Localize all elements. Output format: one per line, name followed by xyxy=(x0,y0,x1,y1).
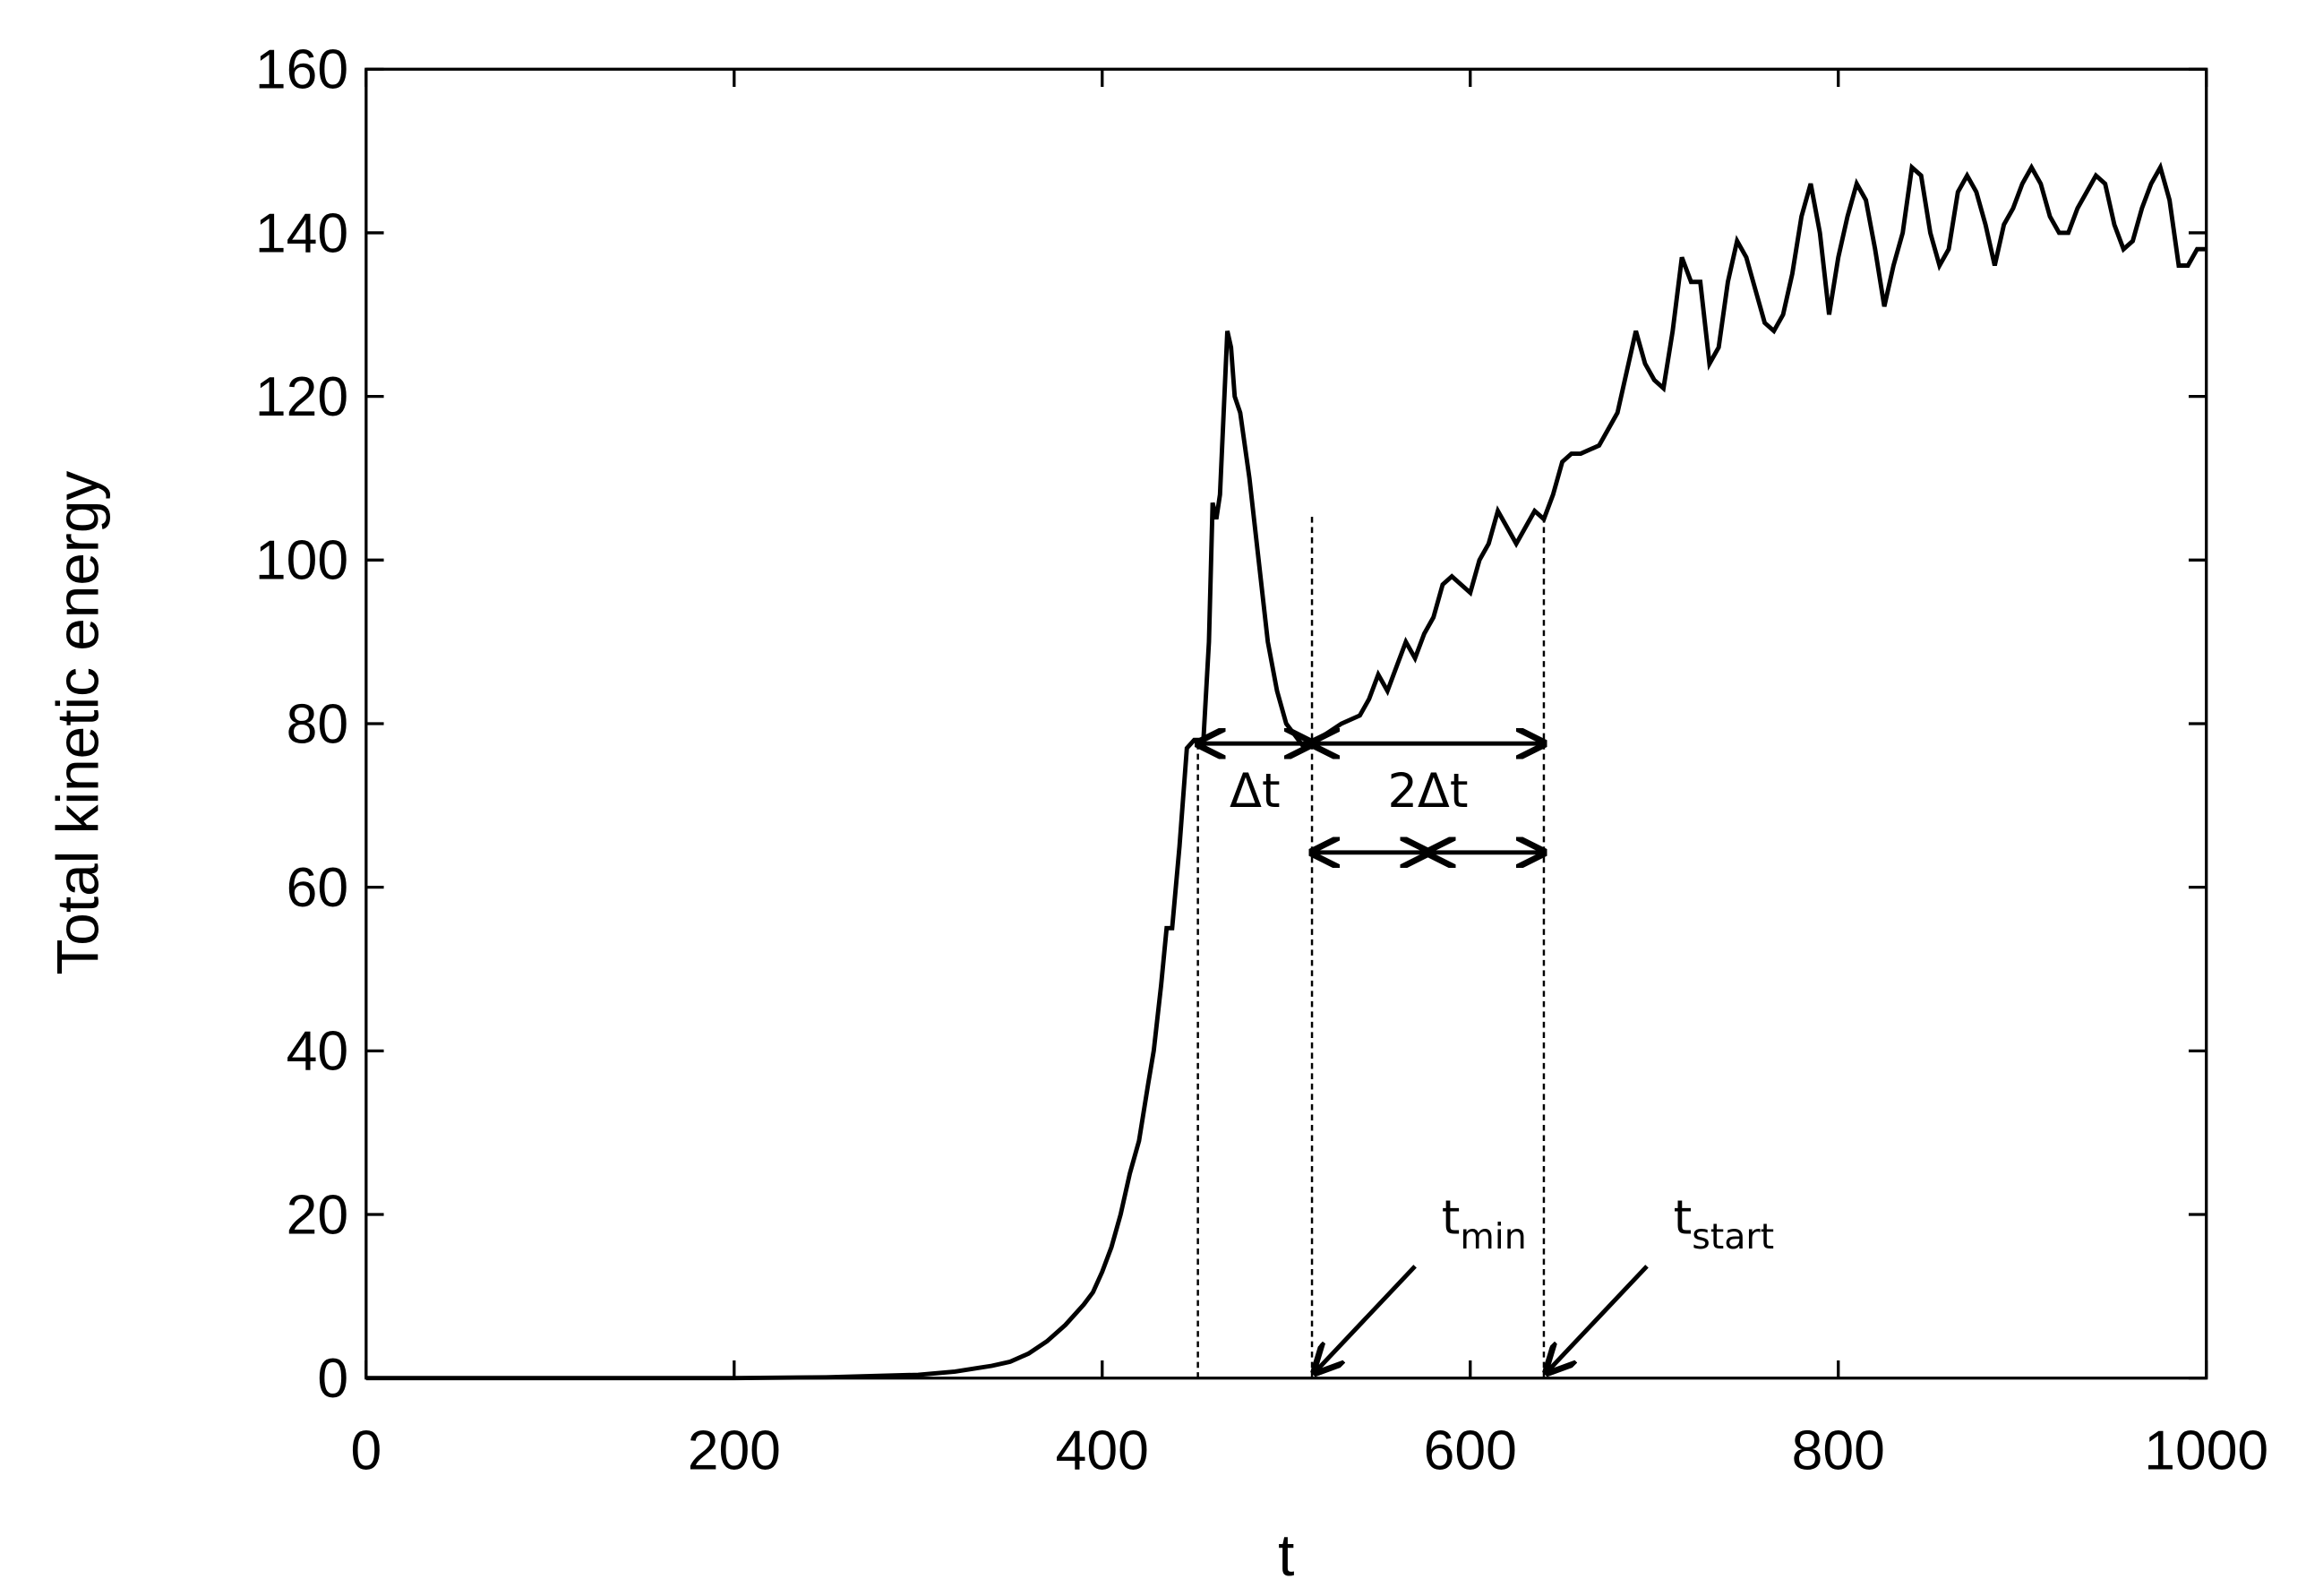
y-tick-label: 140 xyxy=(255,202,348,264)
x-tick-label: 800 xyxy=(1792,1420,1885,1482)
data-line xyxy=(365,161,2207,1381)
x-tick-label: 400 xyxy=(1056,1420,1149,1482)
y-tick-label: 20 xyxy=(287,1183,348,1246)
y-tick-label: 160 xyxy=(255,39,348,101)
annotation-base: t xyxy=(1674,1191,1693,1246)
annotation: Δt xyxy=(1230,764,1281,819)
annotation-base: t xyxy=(1442,1191,1461,1246)
y-tick-label: 100 xyxy=(255,529,348,592)
annotation: tmin xyxy=(1442,1191,1527,1257)
annotation: tstart xyxy=(1674,1191,1774,1257)
pointer-arrow xyxy=(1547,1265,1649,1372)
y-tick-label: 40 xyxy=(287,1020,348,1083)
annotation-sub: min xyxy=(1460,1216,1526,1257)
pointer-arrow xyxy=(1315,1265,1417,1372)
x-tick-label: 200 xyxy=(688,1420,781,1482)
annotation-sub: start xyxy=(1692,1216,1774,1257)
y-tick-label: 80 xyxy=(287,692,348,755)
y-tick-label: 0 xyxy=(317,1347,348,1410)
y-axis-label: Total kinetic energy xyxy=(45,471,111,975)
x-tick-label: 0 xyxy=(350,1420,381,1482)
annotation: 2Δt xyxy=(1387,764,1468,819)
y-tick-label: 60 xyxy=(287,856,348,919)
x-tick-label: 600 xyxy=(1424,1420,1517,1482)
x-tick-label: 1000 xyxy=(2144,1420,2268,1482)
x-axis-label: t xyxy=(1278,1522,1294,1588)
y-tick-label: 120 xyxy=(255,365,348,428)
